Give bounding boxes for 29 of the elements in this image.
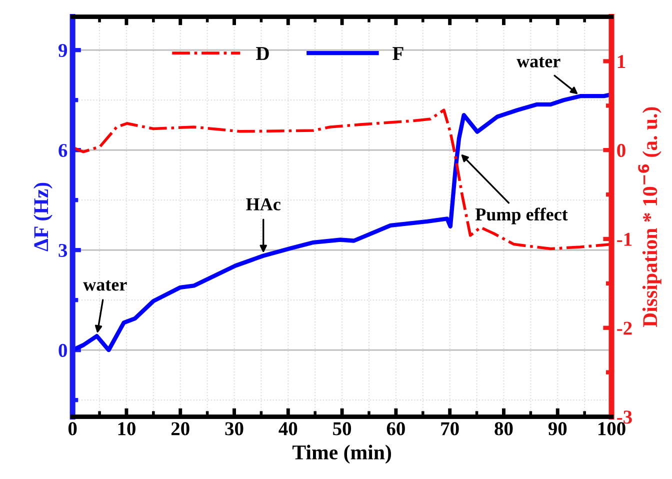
x-tick-label: 90: [548, 422, 567, 436]
legend-label: F: [392, 47, 404, 60]
y-axis-title: ΔF (Hz): [34, 182, 52, 252]
y2-tick-label: 1: [618, 55, 626, 68]
x-tick-label: 0: [68, 422, 77, 436]
y2-tick-label: -3: [617, 410, 632, 424]
x-tick-label: 20: [171, 422, 190, 436]
x-tick-label: 30: [225, 422, 244, 436]
y2-tick-label: 0: [617, 144, 626, 158]
x-tick-label: 100: [598, 422, 626, 436]
x-tick-label: 50: [333, 422, 352, 436]
annotation: water: [83, 280, 127, 291]
y2-tick-label: -2: [617, 322, 632, 335]
y-tick-label: 3: [58, 244, 68, 258]
y-tick-label: 9: [58, 44, 68, 58]
y-tick-label: 6: [58, 144, 68, 158]
x-tick-label: 80: [494, 422, 513, 436]
x-tick-label: 60: [386, 422, 405, 436]
y-tick-label: 0: [58, 344, 67, 358]
x-axis-title: Time (min): [292, 444, 391, 464]
x-tick-label: 10: [118, 422, 136, 436]
legend-label: D: [256, 47, 269, 60]
x-tick-label: 70: [441, 422, 459, 436]
annotation: HAc: [246, 198, 280, 210]
x-tick-label: 40: [278, 422, 298, 436]
annotation: water: [516, 57, 560, 68]
annotation: Pump effect: [475, 208, 568, 224]
y2-tick-label: -1: [617, 232, 632, 246]
y2-axis-title: Dissipation * 10$^{−6}$ (a. u.): [638, 107, 662, 328]
